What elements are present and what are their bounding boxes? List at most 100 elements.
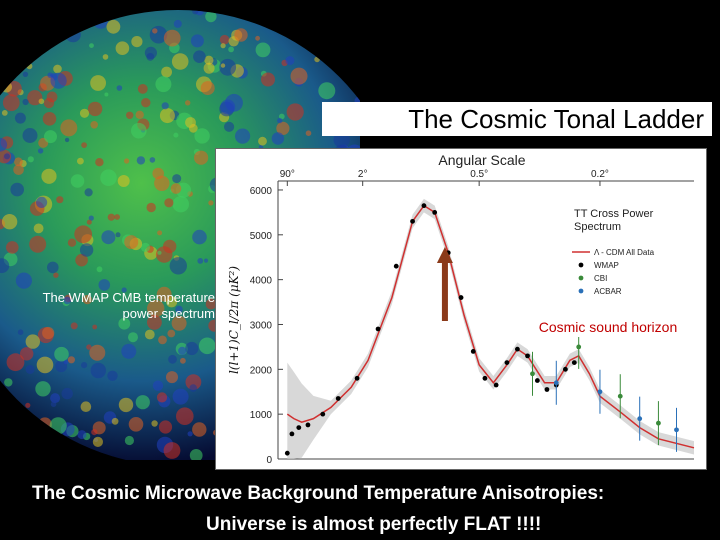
sky-speckle <box>316 10 325 18</box>
sky-speckle <box>47 261 59 274</box>
sky-speckle <box>50 72 67 89</box>
sky-speckle <box>50 393 61 404</box>
power-spectrum-svg: Angular Scale 90° 2° 0.5° 0.2° 0 1000 2000 300… <box>227 152 696 466</box>
legend-entry: ACBAR <box>594 287 622 296</box>
bottom-caption-line1: The Cosmic Microwave Background Temperat… <box>32 483 605 504</box>
sky-speckle <box>290 67 308 85</box>
sky-speckle <box>185 374 202 390</box>
sky-speckle <box>166 371 178 384</box>
sky-speckle <box>149 157 156 163</box>
legend-swatch <box>578 288 584 294</box>
sky-speckle <box>46 91 58 103</box>
sky-speckle <box>205 298 217 310</box>
sky-speckle <box>124 158 130 164</box>
sky-speckle <box>81 142 87 149</box>
sky-speckle <box>331 0 341 6</box>
sky-speckle <box>26 63 33 70</box>
sky-speckle <box>79 243 94 257</box>
sky-speckle <box>50 401 57 408</box>
sky-speckle <box>67 356 75 364</box>
legend-swatch <box>578 275 584 281</box>
sky-speckle <box>102 54 109 60</box>
sky-speckle <box>161 102 169 110</box>
sky-speckle <box>136 156 146 165</box>
sky-speckle <box>92 436 103 447</box>
sky-speckle <box>100 169 117 186</box>
sky-speckle <box>156 392 168 403</box>
sky-speckle <box>24 26 41 43</box>
y-tick-label: 1000 <box>250 410 273 421</box>
sky-speckle <box>56 448 67 459</box>
sky-speckle <box>81 362 88 369</box>
sky-speckle <box>124 435 134 446</box>
sky-speckle <box>187 431 193 437</box>
legend-swatch <box>578 262 584 268</box>
sky-speckle <box>203 62 215 74</box>
sky-speckle <box>0 258 10 274</box>
sky-speckle <box>60 119 78 137</box>
sky-speckle <box>90 362 107 379</box>
sky-speckle <box>0 137 8 152</box>
data-point-wmap <box>563 366 568 372</box>
sky-speckle <box>44 130 57 144</box>
sky-speckle <box>173 19 182 28</box>
data-point-wmap <box>458 295 464 300</box>
sky-speckle <box>155 76 172 93</box>
sky-speckle <box>234 28 248 42</box>
sky-speckle <box>342 65 355 78</box>
sky-speckle <box>80 401 92 413</box>
sky-speckle <box>27 156 34 163</box>
sky-speckle <box>74 225 93 244</box>
sky-speckle <box>185 117 196 128</box>
data-point-wmap <box>544 387 550 392</box>
sky-speckle <box>235 128 251 144</box>
sky-speckle <box>208 200 214 206</box>
sky-speckle <box>341 42 352 54</box>
sky-speckle <box>189 384 197 392</box>
sky-speckle <box>278 113 285 120</box>
sky-speckle <box>90 121 98 129</box>
sky-speckle <box>192 422 207 437</box>
sky-speckle <box>279 10 291 17</box>
sky-speckle <box>104 92 109 97</box>
sky-speckle <box>35 381 51 397</box>
sky-speckle <box>137 84 148 94</box>
sky-speckle <box>203 258 209 263</box>
sky-speckle <box>172 196 189 213</box>
sky-speckle <box>163 29 181 47</box>
sky-speckle <box>118 317 131 330</box>
sky-speckle <box>158 335 167 345</box>
slide-title: The Cosmic Tonal Ladder <box>322 102 712 136</box>
sky-speckle <box>164 198 174 208</box>
sky-speckle <box>117 175 130 187</box>
sky-speckle <box>175 305 183 314</box>
sky-speckle <box>95 158 104 167</box>
data-point-wmap <box>305 422 311 428</box>
sky-speckle <box>146 202 156 213</box>
sky-speckle <box>49 417 67 435</box>
sky-speckle <box>144 10 157 12</box>
sky-speckle <box>1 64 16 78</box>
legend-entry: CBI <box>594 274 607 283</box>
sky-speckle <box>131 36 143 48</box>
sky-speckle <box>205 10 217 23</box>
sky-speckle <box>219 58 237 76</box>
sky-speckle <box>180 357 186 364</box>
sky-speckle <box>238 0 245 5</box>
sky-speckle <box>234 0 245 7</box>
sky-speckle <box>115 41 130 55</box>
data-point-cbi <box>530 371 535 377</box>
sky-speckle <box>220 63 226 68</box>
data-point-cbi <box>656 420 661 426</box>
sky-speckle <box>90 75 106 91</box>
sky-speckle <box>63 296 71 305</box>
sky-speckle <box>159 108 175 124</box>
sky-speckle <box>86 344 92 350</box>
sky-speckle <box>75 253 88 267</box>
top-tick-label: 90° <box>280 169 295 180</box>
sound-horizon-label-box <box>520 317 696 337</box>
sky-speckle <box>1 214 18 230</box>
sky-speckle <box>147 299 165 318</box>
data-point-wmap <box>284 450 290 456</box>
sky-speckle <box>234 2 238 6</box>
